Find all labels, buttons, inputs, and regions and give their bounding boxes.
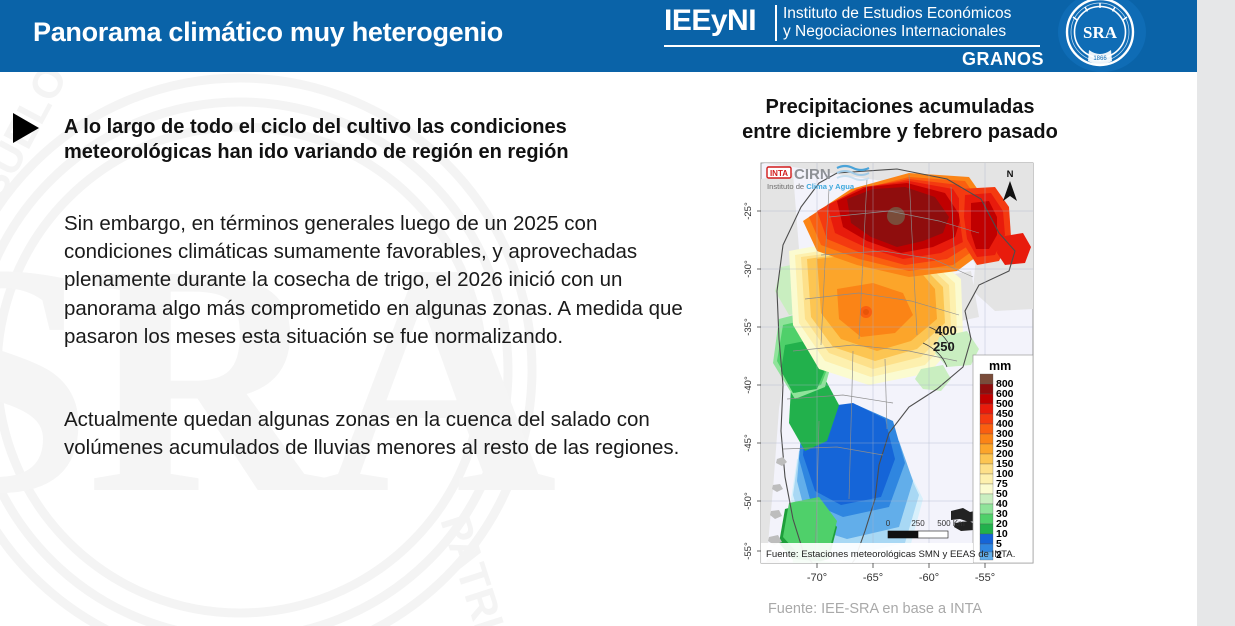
svg-text:0: 0 xyxy=(886,519,891,528)
svg-text:CIRN: CIRN xyxy=(794,166,831,183)
brand-line-2: y Negociaciones Internacionales xyxy=(783,23,1007,40)
svg-text:5: 5 xyxy=(996,538,1002,550)
slide-canvas: SRA PATRIA EL SUELO ES Panorama climátic… xyxy=(0,0,1197,626)
svg-text:400: 400 xyxy=(996,418,1014,430)
body-paragraph-2: Actualmente quedan algunas zonas en la c… xyxy=(64,408,680,460)
seal-year: 1866 xyxy=(1093,56,1107,62)
svg-text:50: 50 xyxy=(996,488,1008,500)
svg-text:2: 2 xyxy=(996,549,1002,561)
svg-text:250: 250 xyxy=(911,519,925,528)
svg-text:-65°: -65° xyxy=(863,572,883,584)
map-inner-source: Fuente: Estaciones meteorológicas SMN y … xyxy=(766,549,1015,560)
svg-text:450: 450 xyxy=(996,408,1014,420)
ieeyni-logo: IEEyNI Instituto de Estudios Económicos … xyxy=(664,4,1046,70)
svg-text:N: N xyxy=(1007,169,1014,180)
svg-text:-70°: -70° xyxy=(807,572,827,584)
svg-text:75: 75 xyxy=(996,478,1008,490)
map-source-caption: Fuente: IEE-SRA en base a INTA xyxy=(767,601,983,617)
brand-section-label: GRANOS xyxy=(961,49,1044,69)
brand-line-1: Instituto de Estudios Económicos xyxy=(783,5,1012,22)
svg-text:30: 30 xyxy=(996,508,1008,520)
svg-text:-55°: -55° xyxy=(743,542,754,560)
sra-seal-logo: SRA 1866 xyxy=(1058,0,1146,76)
logo-rule xyxy=(664,45,1040,47)
map-lat-labels: -25° -30° -35° -40° -45° -50° -55° xyxy=(743,202,754,560)
svg-text:800: 800 xyxy=(996,378,1014,390)
legend-units: mm xyxy=(989,359,1011,373)
svg-text:Instituto de Clima y Agua: Instituto de Clima y Agua xyxy=(767,182,855,191)
precipitation-map: INTA CIRN Instituto de Clima y Agua N 40… xyxy=(733,159,1038,591)
svg-text:-55°: -55° xyxy=(975,572,995,584)
inta-cirn-logo: INTA CIRN Instituto de Clima y Agua xyxy=(766,164,870,191)
map-title-line-2: entre diciembre y febrero pasado xyxy=(742,121,1058,143)
legend-labels: 800 600 500 450 400 300 250 200 150 100 … xyxy=(996,378,1014,561)
svg-text:600: 600 xyxy=(996,388,1014,400)
contour-label-400: 400 xyxy=(935,323,957,338)
slide-header: Panorama climático muy heterogenio IEEyN… xyxy=(0,0,1197,72)
svg-text:40: 40 xyxy=(996,498,1008,510)
svg-text:200: 200 xyxy=(996,448,1014,460)
svg-text:500: 500 xyxy=(996,398,1014,410)
svg-text:-50°: -50° xyxy=(743,492,754,510)
seal-text: SRA xyxy=(1083,23,1118,42)
map-scalebar: 0 250 500 Km xyxy=(886,519,965,539)
svg-text:-60°: -60° xyxy=(919,572,939,584)
lead-statement: A lo largo de todo el ciclo del cultivo … xyxy=(64,116,569,163)
brand-institute-name: Instituto de Estudios Económicos y Negoc… xyxy=(783,5,1011,41)
map-title: Precipitaciones acumuladas entre diciemb… xyxy=(700,95,1100,145)
svg-text:150: 150 xyxy=(996,458,1014,470)
map-legend: mm xyxy=(972,354,1034,564)
svg-text:300: 300 xyxy=(996,428,1014,440)
svg-text:250: 250 xyxy=(996,438,1014,450)
triangle-right-icon xyxy=(13,113,39,143)
map-title-line-1: Precipitaciones acumuladas xyxy=(765,96,1035,118)
svg-text:-40°: -40° xyxy=(743,376,754,394)
svg-text:-30°: -30° xyxy=(743,260,754,278)
legend-swatches xyxy=(979,373,994,561)
svg-text:-45°: -45° xyxy=(743,434,754,452)
brand-acronym: IEEyNI xyxy=(664,4,757,37)
north-arrow-icon: N xyxy=(1003,169,1017,201)
logo-divider xyxy=(775,5,777,41)
body-paragraph-1: Sin embargo, en términos generales luego… xyxy=(64,212,683,348)
svg-text:10: 10 xyxy=(996,528,1008,540)
svg-text:100: 100 xyxy=(996,468,1014,480)
svg-text:-25°: -25° xyxy=(743,202,754,220)
svg-text:500 Km: 500 Km xyxy=(937,519,965,528)
svg-text:INTA: INTA xyxy=(770,169,788,178)
page-title: Panorama climático muy heterogenio xyxy=(33,17,503,47)
contour-label-250: 250 xyxy=(933,339,955,354)
svg-text:20: 20 xyxy=(996,518,1008,530)
svg-text:-35°: -35° xyxy=(743,318,754,336)
map-lon-labels: -70° -65° -60° -55° xyxy=(807,572,995,584)
svg-text:PATRIA: PATRIA xyxy=(431,508,522,626)
